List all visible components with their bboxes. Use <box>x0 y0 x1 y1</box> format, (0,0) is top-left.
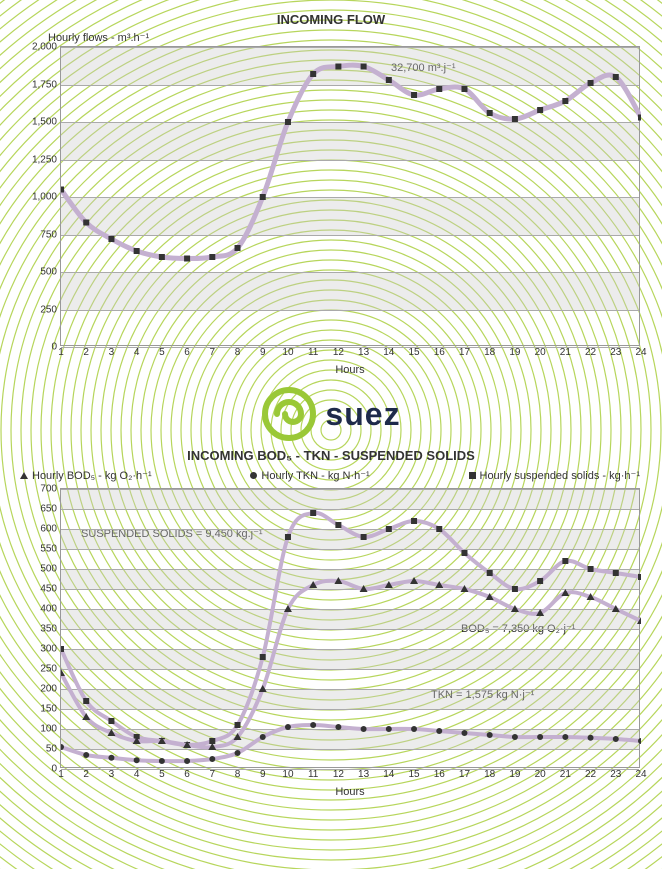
x-tick: 10 <box>282 347 293 358</box>
x-tick: 22 <box>585 769 596 780</box>
x-tick: 23 <box>610 769 621 780</box>
x-tick: 20 <box>535 769 546 780</box>
x-tick: 8 <box>235 769 241 780</box>
y-tick: 500 <box>40 564 57 575</box>
x-tick: 17 <box>459 347 470 358</box>
x-tick: 19 <box>509 769 520 780</box>
y-tick: 2,000 <box>32 42 57 53</box>
x-tick: 3 <box>109 769 115 780</box>
x-tick: 4 <box>134 769 140 780</box>
legend-bod: Hourly BOD₅ - kg O₂·h⁻¹ <box>20 469 152 482</box>
y-tick: 600 <box>40 524 57 535</box>
chart1-title: INCOMING FLOW <box>20 12 642 27</box>
y-tick: 200 <box>40 684 57 695</box>
y-tick: 50 <box>46 744 57 755</box>
x-tick: 22 <box>585 347 596 358</box>
y-tick: 650 <box>40 504 57 515</box>
x-tick: 17 <box>459 769 470 780</box>
x-tick: 2 <box>83 769 89 780</box>
x-tick: 12 <box>333 769 344 780</box>
y-tick: 250 <box>40 304 57 315</box>
logo-swirl-icon <box>261 386 317 442</box>
y-tick: 450 <box>40 584 57 595</box>
chart1-y-label: Hourly flows - m³.h⁻¹ <box>48 31 642 44</box>
x-tick: 13 <box>358 347 369 358</box>
chart1-plot: 32,700 m³.j⁻¹ 02505007501,0001,2501,5001… <box>60 46 640 346</box>
x-tick: 21 <box>560 347 571 358</box>
x-tick: 7 <box>210 347 216 358</box>
x-tick: 11 <box>308 769 318 780</box>
x-tick: 23 <box>610 347 621 358</box>
x-tick: 14 <box>383 347 394 358</box>
x-tick: 15 <box>408 347 419 358</box>
x-tick: 7 <box>210 769 216 780</box>
x-tick: 13 <box>358 769 369 780</box>
y-tick: 1,500 <box>32 117 57 128</box>
x-tick: 9 <box>260 347 266 358</box>
x-tick: 16 <box>434 347 445 358</box>
chart2-plot: SUSPENDED SOLIDS = 9,450 kg.j⁻¹ BOD₅ = 7… <box>60 488 640 768</box>
y-tick: 750 <box>40 229 57 240</box>
y-tick: 300 <box>40 644 57 655</box>
y-tick: 0 <box>51 764 57 775</box>
x-tick: 21 <box>560 769 571 780</box>
x-tick: 20 <box>535 347 546 358</box>
y-tick: 500 <box>40 267 57 278</box>
y-tick: 1,750 <box>32 79 57 90</box>
x-tick: 24 <box>635 347 646 358</box>
x-tick: 1 <box>58 769 64 780</box>
chart2-legend: Hourly BOD₅ - kg O₂·h⁻¹ Hourly TKN - kg … <box>20 469 640 482</box>
y-tick: 0 <box>51 342 57 353</box>
x-tick: 12 <box>333 347 344 358</box>
x-tick: 3 <box>109 347 115 358</box>
y-tick: 100 <box>40 724 57 735</box>
y-tick: 250 <box>40 664 57 675</box>
x-tick: 8 <box>235 347 241 358</box>
x-tick: 5 <box>159 347 165 358</box>
y-tick: 350 <box>40 624 57 635</box>
logo-text: suez <box>325 396 400 433</box>
x-tick: 18 <box>484 347 495 358</box>
x-tick: 9 <box>260 769 266 780</box>
x-tick: 14 <box>383 769 394 780</box>
x-tick: 1 <box>58 347 64 358</box>
x-tick: 6 <box>184 769 190 780</box>
x-tick: 24 <box>635 769 646 780</box>
x-tick: 4 <box>134 347 140 358</box>
x-tick: 16 <box>434 769 445 780</box>
x-tick: 2 <box>83 347 89 358</box>
y-tick: 1,250 <box>32 154 57 165</box>
x-tick: 19 <box>509 347 520 358</box>
legend-ss: Hourly suspended solids - kg·h⁻¹ <box>469 469 641 482</box>
y-tick: 1,000 <box>32 192 57 203</box>
logo: suez <box>20 386 642 442</box>
chart2-x-label: Hours <box>60 786 640 798</box>
x-tick: 11 <box>308 347 318 358</box>
x-tick: 18 <box>484 769 495 780</box>
chart1-x-label: Hours <box>60 364 640 376</box>
x-tick: 6 <box>184 347 190 358</box>
x-tick: 15 <box>408 769 419 780</box>
y-tick: 700 <box>40 484 57 495</box>
legend-tkn: Hourly TKN - kg N·h⁻¹ <box>250 469 369 482</box>
y-tick: 400 <box>40 604 57 615</box>
y-tick: 550 <box>40 544 57 555</box>
y-tick: 150 <box>40 704 57 715</box>
x-tick: 5 <box>159 769 165 780</box>
chart2-title: INCOMING BOD₅ - TKN - SUSPENDED SOLIDS <box>20 448 642 463</box>
x-tick: 10 <box>282 769 293 780</box>
